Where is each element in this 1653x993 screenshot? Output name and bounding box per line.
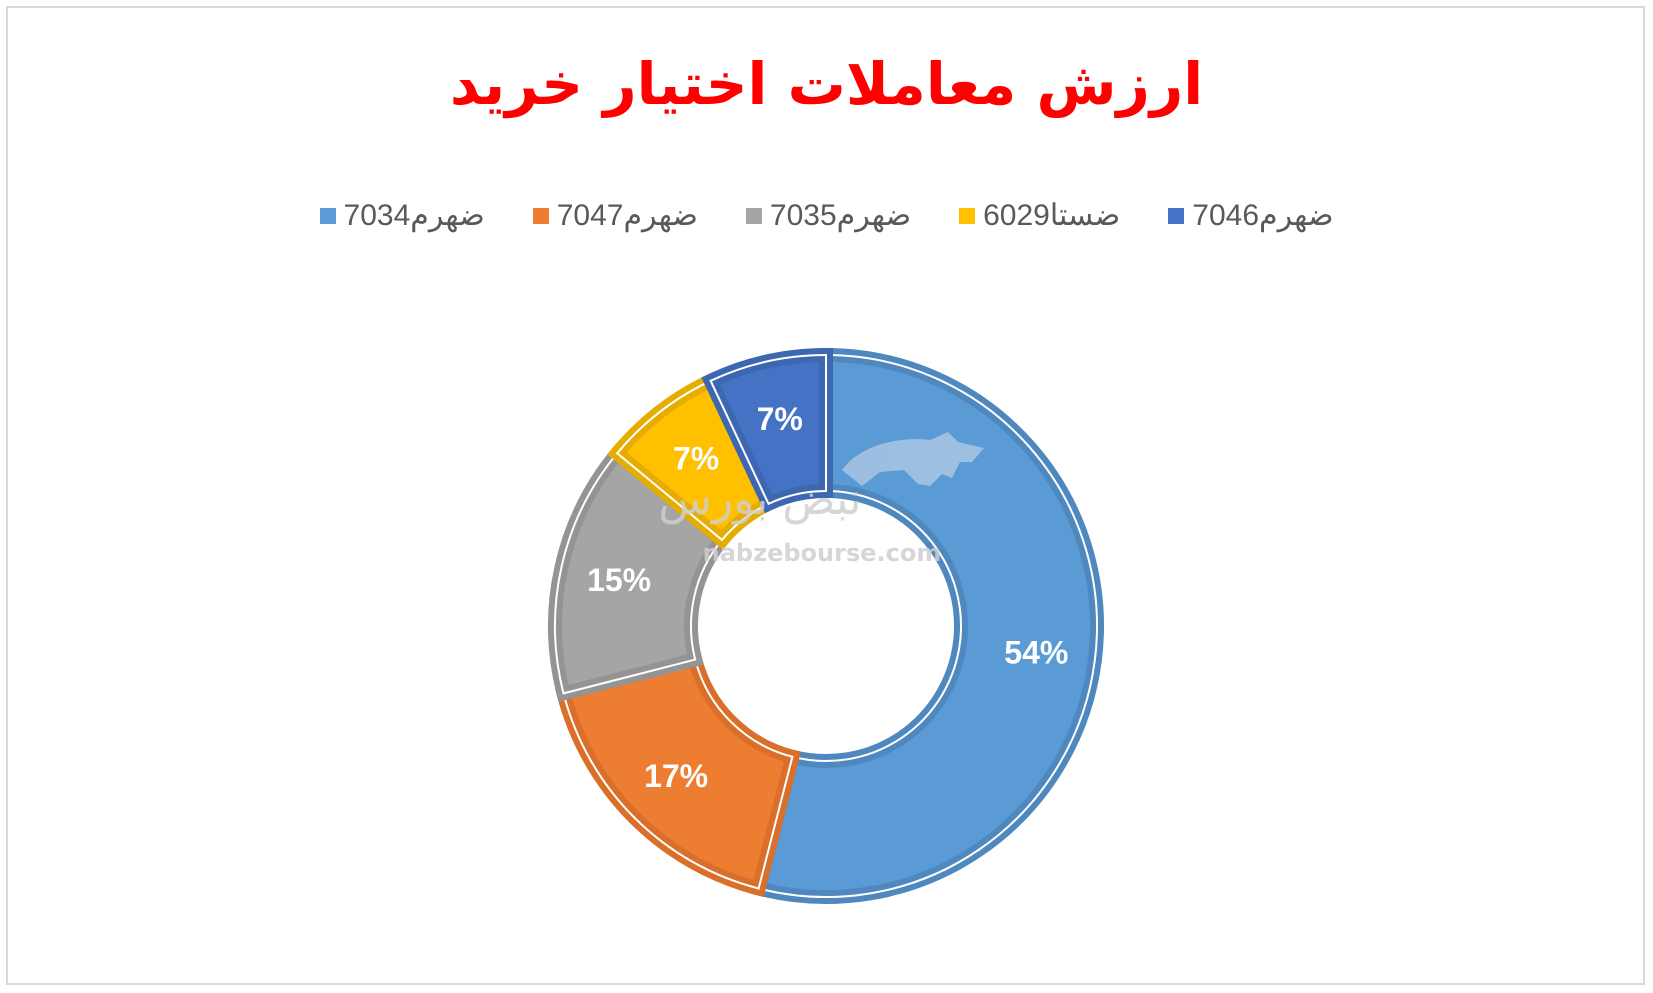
slice-value-label: 54% [1004, 635, 1068, 671]
legend-swatch [532, 207, 549, 224]
slice-value-label: 7% [757, 401, 803, 437]
legend-label: ضهرم7035 [769, 199, 912, 232]
legend-item[interactable]: ضهرم7047 [532, 198, 698, 233]
legend-label: ضستا6029 [983, 199, 1121, 232]
legend-item[interactable]: ضهرم7035 [745, 198, 912, 233]
legend-swatch [959, 207, 976, 224]
legend-swatch [1168, 207, 1185, 224]
legend-label: ضهرم7046 [1192, 199, 1334, 232]
legend-swatch [319, 207, 336, 224]
watermark-logo-text: نبض بورس [658, 474, 861, 525]
slice-value-label: 7% [673, 440, 719, 476]
slice-labels: 54% 17% 15% 7% 7% [587, 401, 1068, 794]
slice-separator [562, 658, 794, 890]
legend: ضهرم7034 ضهرم7047 ضهرم7035 ضستا6029 ضهرم… [0, 198, 1653, 233]
slice-separator [709, 353, 827, 506]
legend-label: ضهرم7034 [343, 199, 485, 232]
slice-value-label: 15% [587, 562, 651, 598]
legend-item[interactable]: ضهرم7034 [319, 198, 485, 233]
legend-item[interactable]: ضستا6029 [959, 198, 1120, 233]
chart-title: ارزش معاملات اختیار خرید [449, 50, 1204, 118]
slice-value-label: 17% [644, 758, 708, 794]
slice-separator [757, 353, 1098, 898]
bull-logo [842, 432, 984, 486]
watermark: نبض بورس nabzebourse.com [658, 432, 984, 567]
legend-swatch [745, 207, 762, 224]
legend-label: ضهرم7047 [556, 199, 698, 232]
legend-item[interactable]: ضهرم7046 [1168, 198, 1333, 233]
watermark-url: nabzebourse.com [703, 539, 942, 567]
donut-slices [548, 347, 1104, 904]
